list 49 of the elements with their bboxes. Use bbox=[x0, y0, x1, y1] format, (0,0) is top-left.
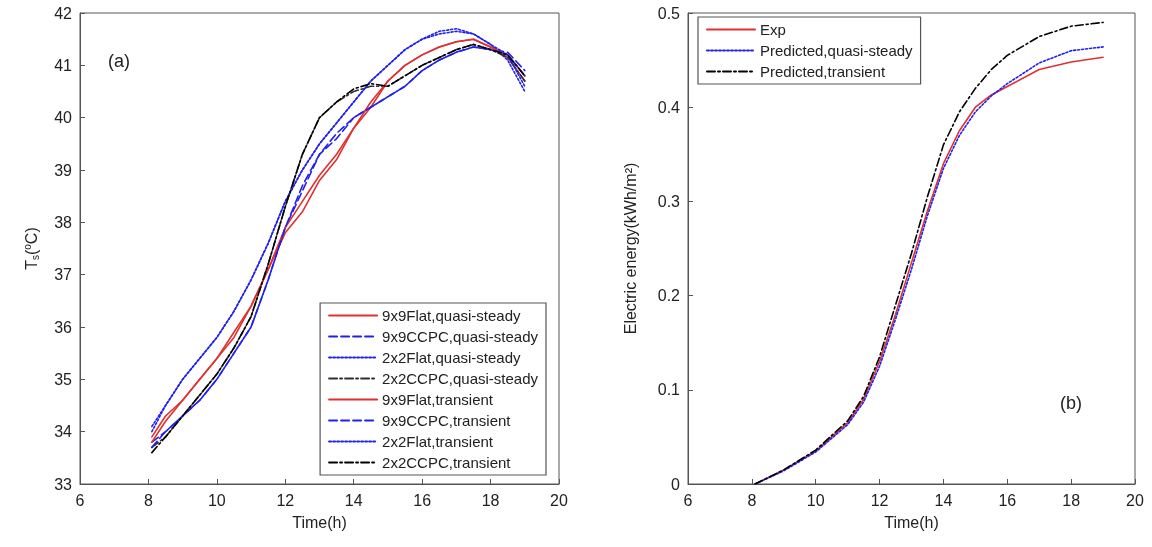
x-tick-label: 18 bbox=[1062, 491, 1081, 509]
y-tick-label: 41 bbox=[54, 56, 73, 74]
x-axis-title: Time(h) bbox=[292, 513, 347, 531]
x-axis-title: Time(h) bbox=[884, 513, 939, 531]
y-tick-label: 0.2 bbox=[657, 287, 681, 305]
y-axis-title: Electric energy(kWh/m²) bbox=[621, 162, 639, 335]
x-tick-label: 16 bbox=[413, 491, 432, 509]
x-tick-label: 6 bbox=[683, 491, 693, 509]
y-tick-label: 42 bbox=[54, 4, 73, 22]
y-tick-label: 37 bbox=[54, 266, 73, 284]
legend-label: 2x2CCPC,transient bbox=[382, 454, 512, 471]
y-tick-label: 39 bbox=[54, 161, 73, 179]
y-tick-label: 34 bbox=[54, 423, 73, 441]
y-axis-title: Ts(oC) bbox=[21, 227, 41, 270]
y-tick-label: 33 bbox=[54, 475, 73, 493]
legend-label: 9x9CCPC,transient bbox=[382, 412, 512, 429]
x-tick-label: 8 bbox=[747, 491, 757, 509]
x-tick-label: 16 bbox=[998, 491, 1017, 509]
y-tick-label: 40 bbox=[54, 109, 73, 127]
y-tick-label: 0.5 bbox=[657, 4, 681, 22]
y-tick-label: 35 bbox=[54, 370, 73, 388]
legend-label: 9x9CCPC,quasi-steady bbox=[382, 328, 539, 345]
legend-label: Predicted,quasi-steady bbox=[760, 42, 914, 59]
x-tick-label: 12 bbox=[276, 491, 295, 509]
legend-label: 2x2Flat,quasi-steady bbox=[382, 349, 521, 366]
x-tick-label: 20 bbox=[1126, 491, 1144, 509]
x-tick-label: 10 bbox=[806, 491, 825, 509]
y-tick-label: 0.3 bbox=[657, 192, 681, 210]
x-tick-label: 14 bbox=[344, 491, 363, 509]
x-tick-label: 6 bbox=[75, 491, 85, 509]
x-tick-label: 8 bbox=[143, 491, 153, 509]
legend-label: Exp bbox=[760, 21, 786, 38]
y-tick-label: 0 bbox=[671, 475, 681, 493]
legend-label: 2x2Flat,transient bbox=[382, 433, 494, 450]
legend-label: 2x2CCPC,quasi-steady bbox=[382, 370, 539, 387]
legend-label: 9x9Flat,transient bbox=[382, 391, 494, 408]
x-tick-label: 10 bbox=[207, 491, 226, 509]
y-tick-label: 38 bbox=[54, 213, 73, 231]
legend-label: Predicted,transient bbox=[760, 63, 886, 80]
x-tick-label: 14 bbox=[934, 491, 953, 509]
legend-label: 9x9Flat,quasi-steady bbox=[382, 307, 521, 324]
annotation: (b) bbox=[1060, 393, 1082, 413]
y-tick-label: 36 bbox=[54, 318, 73, 336]
y-tick-label: 0.4 bbox=[657, 98, 681, 116]
x-tick-label: 20 bbox=[550, 491, 568, 509]
x-tick-label: 12 bbox=[870, 491, 889, 509]
y-tick-label: 0.1 bbox=[657, 381, 681, 399]
x-tick-label: 18 bbox=[481, 491, 500, 509]
annotation: (a) bbox=[108, 51, 130, 71]
